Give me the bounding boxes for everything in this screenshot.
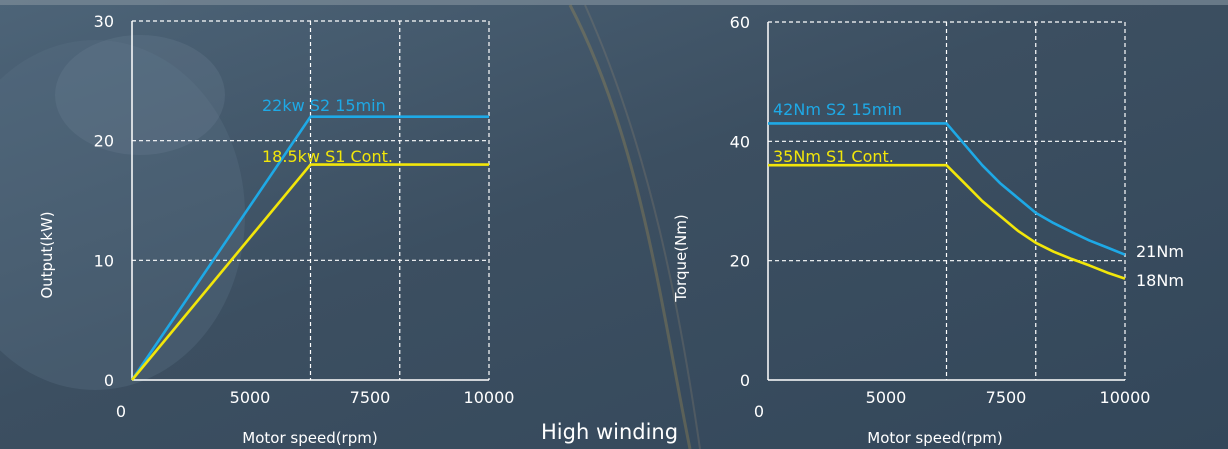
chart2-y-tick-0: 0 — [740, 371, 750, 390]
chart1-series-1-line — [130, 115, 489, 381]
chart2-series-2-line — [768, 163, 1126, 280]
chart1-x-axis-label: Motor speed(rpm) — [242, 429, 377, 447]
chart2-y-axis-label: Torque(Nm) — [672, 214, 690, 303]
chart2-series-1-end-label: 21Nm — [1136, 242, 1184, 261]
chart1-series-1-label: 22kw S2 15min — [262, 96, 386, 115]
chart2-x-axis-label: Motor speed(rpm) — [867, 429, 1002, 447]
chart2-series-1-line — [768, 122, 1126, 256]
chart1-y-axis-label: Output(kW) — [38, 211, 56, 298]
chart1-y-tick-10: 10 — [94, 251, 114, 270]
chart2-y-tick-40: 40 — [730, 132, 750, 151]
chart2-x-tick-7500: 7500 — [986, 388, 1027, 407]
chart1-x-tick-5000: 5000 — [230, 388, 271, 407]
chart2-x-tick-5000: 5000 — [866, 388, 907, 407]
chart1-y-tick-0: 0 — [104, 371, 114, 390]
chart2-series-2-end-label: 18Nm — [1136, 271, 1184, 290]
chart2-x-tick-0: 0 — [754, 402, 764, 421]
chart2-series-2-label: 35Nm S1 Cont. — [773, 147, 894, 166]
chart1-series-2-label: 18.5kw S1 Cont. — [262, 147, 393, 166]
chart1-x-tick-10000: 10000 — [464, 388, 515, 407]
caption-high-winding: High winding — [541, 420, 679, 444]
chart2-y-tick-60: 60 — [730, 13, 750, 32]
chart1-series-2-line — [130, 163, 489, 381]
chart2-x-tick-10000: 10000 — [1100, 388, 1151, 407]
chart1-y-tick-20: 20 — [94, 132, 114, 151]
chart2-y-tick-20: 20 — [730, 252, 750, 271]
chart1-y-tick-30: 30 — [94, 12, 114, 31]
chart1-x-tick-7500: 7500 — [350, 388, 391, 407]
chart1-x-tick-0: 0 — [116, 402, 126, 421]
chart2-series-1-label: 42Nm S2 15min — [773, 100, 902, 119]
